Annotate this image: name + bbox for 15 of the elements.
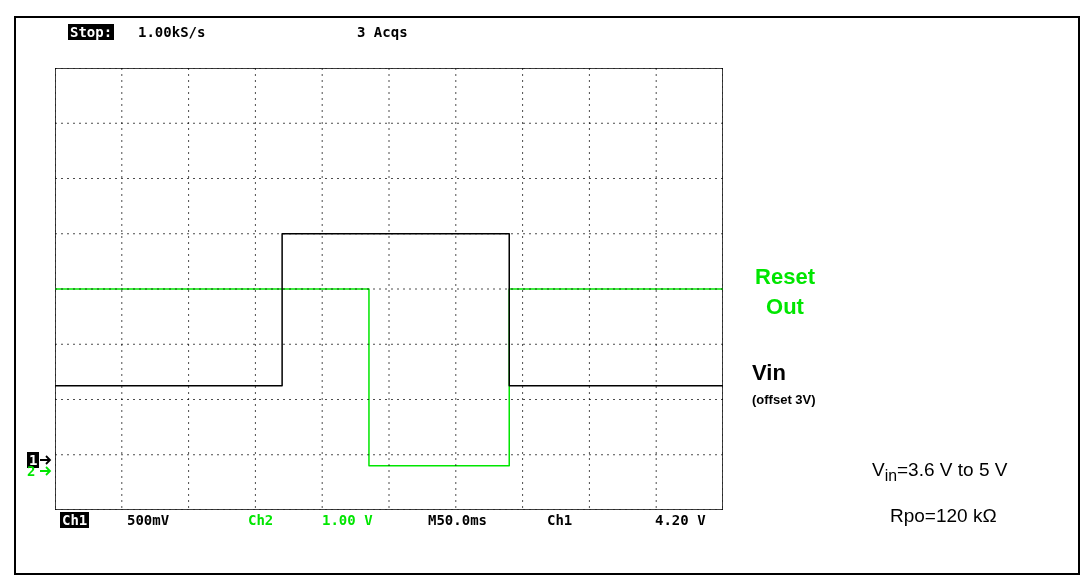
series-label: Reset Out [754, 263, 816, 321]
text: Ch1 [60, 512, 90, 528]
text: Ch2 [248, 512, 274, 528]
text: 1.00kS/s [138, 24, 206, 40]
text: 4.20 V [655, 512, 706, 528]
text: 500mV [127, 512, 170, 528]
text: Stop: [68, 24, 115, 40]
series-label: Vin [752, 359, 786, 387]
text: 3 Acqs [357, 24, 408, 40]
text: M50.0ms [428, 512, 488, 528]
text: 1.00 V [322, 512, 373, 528]
text: Ch1 [547, 512, 573, 528]
text: (offset 3V) [752, 392, 816, 408]
text: Rpo=120 kΩ [890, 505, 997, 527]
text: V$_{in}$=3.6 V to 5 V [872, 459, 1008, 486]
